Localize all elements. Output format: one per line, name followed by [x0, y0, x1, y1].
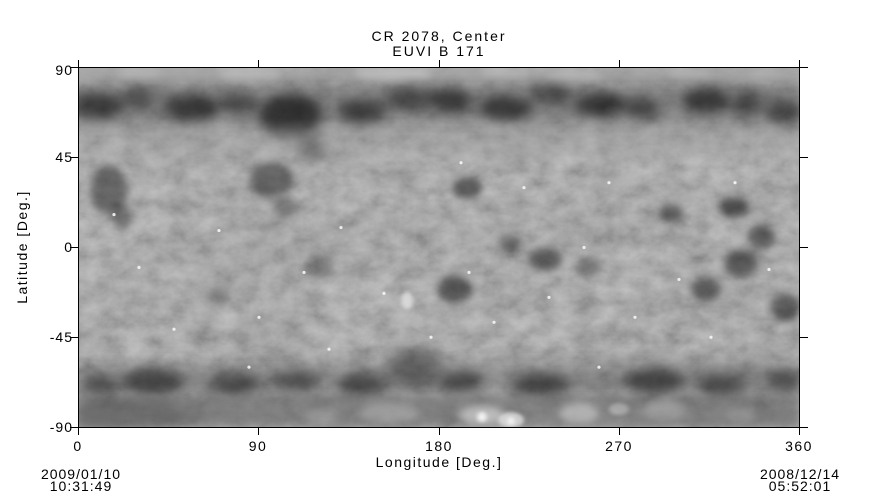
x-tick-label: 270	[605, 438, 633, 454]
x-axis-tick	[439, 428, 440, 435]
y-axis-tick	[800, 67, 808, 68]
x-tick-label: 360	[785, 438, 813, 454]
end-date: 2009/01/10	[40, 466, 122, 482]
y-axis-tick	[800, 427, 808, 428]
y-tick-label: -90	[49, 419, 73, 435]
start-time: 05:52:01	[768, 478, 832, 494]
y-axis-tick	[800, 247, 808, 248]
x-tick-label: 180	[425, 438, 453, 454]
y-tick-label: 90	[55, 62, 73, 78]
y-axis-tick	[70, 247, 78, 248]
y-axis-tick	[70, 427, 78, 428]
x-axis-tick	[619, 60, 620, 67]
x-tick-label: 0	[73, 438, 83, 454]
y-axis-tick	[800, 337, 808, 338]
x-axis-tick	[799, 60, 800, 67]
map-start-timestamp: 2008/12/14 05:52:01	[745, 466, 855, 494]
solar-map-texture	[79, 68, 799, 427]
y-tick-label: -45	[49, 329, 73, 345]
chart-title: CR 2078, Center	[371, 28, 507, 44]
x-axis-label: Longitude [Deg.]	[375, 454, 503, 470]
chart-subtitle: EUVI B 171	[392, 43, 486, 59]
end-time: 10:31:49	[49, 478, 113, 494]
x-axis-tick	[258, 428, 259, 435]
y-axis-tick	[70, 67, 78, 68]
y-axis-label: Latitude [Deg.]	[14, 190, 30, 304]
start-date: 2008/12/14	[759, 466, 841, 482]
x-tick-label: 90	[248, 438, 268, 454]
y-tick-label: 45	[55, 149, 73, 165]
map-end-timestamp: 2009/01/10 10:31:49	[26, 466, 136, 494]
x-axis-tick	[439, 60, 440, 67]
solar-synoptic-map	[78, 67, 800, 428]
x-axis-tick	[78, 60, 79, 67]
x-axis-tick	[619, 428, 620, 435]
x-axis-tick	[799, 428, 800, 435]
y-tick-label: 0	[64, 239, 73, 255]
y-axis-tick	[800, 157, 808, 158]
y-axis-tick	[70, 337, 78, 338]
x-axis-tick	[78, 428, 79, 435]
x-axis-tick	[258, 60, 259, 67]
y-axis-tick	[70, 157, 78, 158]
